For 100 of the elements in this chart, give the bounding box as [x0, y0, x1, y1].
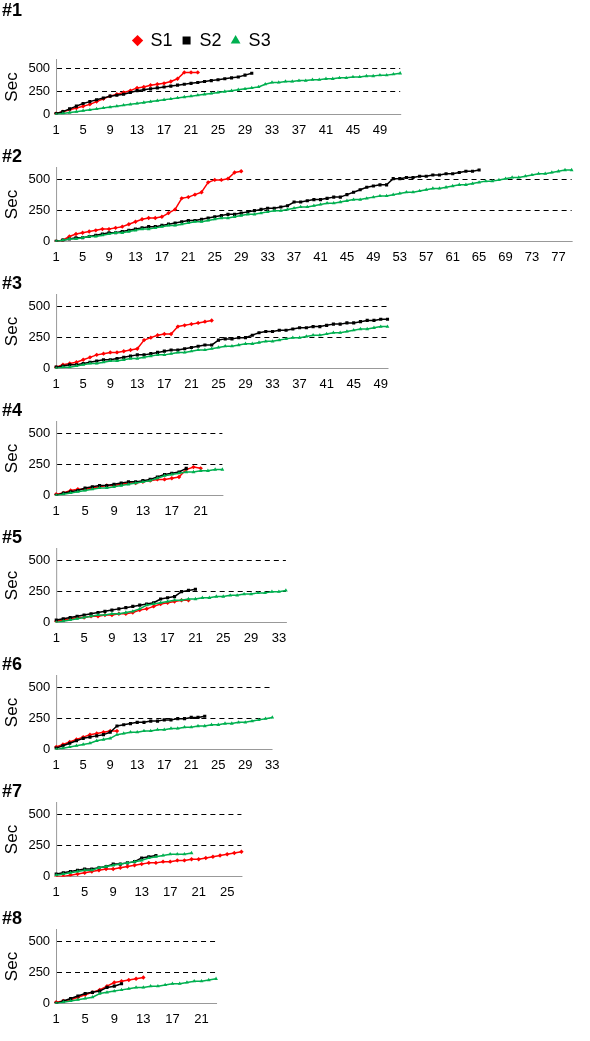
y-axis-title: Sec	[1, 189, 21, 220]
y-tick-label: 0	[42, 359, 51, 375]
chart-title: #4	[2, 399, 23, 420]
x-tick-label: 37	[286, 248, 302, 264]
x-tick-label: 41	[318, 121, 334, 137]
x-tick-label: 13	[129, 121, 145, 137]
y-tick-label: 500	[28, 298, 51, 314]
y-tick-label: 250	[28, 456, 51, 472]
x-tick-label: 17	[164, 502, 180, 518]
x-tick-label: 41	[313, 248, 328, 264]
x-tick-label: 13	[128, 248, 143, 264]
x-tick-label: 57	[419, 248, 434, 264]
x-tick-label: 77	[551, 248, 566, 264]
y-axis-title: Sec	[1, 824, 21, 855]
x-tick-label: 5	[79, 375, 87, 391]
x-tick-label: 1	[52, 756, 60, 772]
legend-label: S2	[199, 29, 222, 50]
y-axis-title: Sec	[1, 570, 21, 601]
x-tick-label: 37	[291, 121, 307, 137]
y-tick-label: 500	[28, 60, 51, 76]
y-tick-label: 250	[28, 964, 51, 980]
x-tick-label: 21	[188, 629, 203, 645]
x-tick-label: 9	[106, 756, 114, 772]
x-tick-label: 13	[130, 375, 145, 391]
x-tick-label: 61	[445, 248, 460, 264]
x-tick-label: 9	[108, 629, 116, 645]
y-axis-title: Sec	[1, 71, 21, 102]
x-tick-label: 49	[366, 248, 381, 264]
y-tick-label: 0	[43, 614, 51, 629]
x-tick-label: 29	[238, 756, 253, 772]
x-tick-label: 9	[110, 502, 118, 518]
y-axis-title: Sec	[1, 443, 21, 474]
x-tick-label: 5	[79, 121, 87, 137]
y-tick-label: 250	[28, 710, 51, 726]
x-tick-label: 33	[265, 756, 280, 772]
chart-title: #3	[2, 272, 23, 293]
x-tick-label: 25	[216, 629, 231, 645]
x-tick-label: 5	[80, 629, 88, 645]
x-tick-label: 25	[219, 883, 235, 899]
x-tick-label: 29	[233, 248, 249, 264]
x-tick-label: 13	[134, 883, 149, 899]
chart-title: #1	[2, 0, 23, 20]
x-tick-label: 13	[135, 502, 151, 518]
x-tick-label: 53	[392, 248, 408, 264]
x-tick-label: 17	[160, 629, 175, 645]
y-tick-label: 0	[42, 740, 51, 756]
x-tick-label: 13	[132, 629, 147, 645]
x-tick-label: 5	[81, 502, 89, 518]
y-tick-label: 250	[28, 583, 51, 599]
x-tick-label: 21	[181, 248, 196, 264]
x-tick-label: 25	[211, 375, 226, 391]
chart-title: #8	[2, 907, 23, 928]
x-tick-label: 1	[52, 883, 60, 899]
x-tick-label: 9	[109, 883, 117, 899]
x-tick-label: 17	[165, 1010, 180, 1026]
y-tick-label: 500	[28, 425, 51, 441]
x-tick-label: 9	[105, 248, 113, 264]
x-tick-label: 33	[260, 248, 275, 264]
x-tick-label: 9	[106, 121, 114, 137]
y-tick-label: 0	[42, 105, 51, 121]
x-tick-label: 21	[191, 883, 206, 899]
x-tick-label: 21	[183, 121, 199, 137]
x-tick-label: 33	[271, 629, 287, 645]
x-tick-label: 41	[319, 375, 334, 391]
x-tick-label: 21	[194, 1010, 209, 1026]
x-tick-label: 17	[157, 375, 172, 391]
y-axis-title: Sec	[1, 951, 21, 982]
x-tick-label: 45	[345, 121, 361, 137]
x-tick-label: 49	[373, 375, 388, 391]
x-tick-label: 25	[210, 121, 226, 137]
x-tick-label: 5	[78, 248, 87, 264]
y-tick-label: 500	[28, 933, 51, 949]
x-tick-label: 1	[52, 375, 60, 391]
x-tick-label: 45	[339, 248, 355, 264]
y-axis-title: Sec	[1, 316, 21, 347]
x-tick-label: 17	[154, 248, 170, 264]
y-axis-title: Sec	[1, 697, 21, 728]
y-tick-label: 500	[28, 806, 51, 822]
x-tick-label: 5	[81, 1010, 89, 1026]
x-tick-label: 25	[211, 756, 226, 772]
y-tick-label: 250	[28, 329, 51, 345]
x-tick-label: 13	[136, 1010, 151, 1026]
x-tick-label: 21	[184, 756, 199, 772]
x-tick-label: 5	[81, 883, 89, 899]
x-tick-label: 49	[372, 121, 388, 137]
y-tick-label: 500	[28, 171, 51, 187]
x-tick-label: 33	[265, 375, 280, 391]
x-tick-label: 1	[52, 629, 60, 645]
x-tick-label: 21	[193, 502, 208, 518]
legend-label: S1	[150, 29, 173, 50]
x-tick-label: 1	[52, 502, 60, 518]
x-tick-label: 1	[52, 121, 60, 137]
x-tick-label: 17	[162, 883, 178, 899]
chart-title: #7	[2, 780, 23, 801]
x-tick-label: 65	[471, 248, 487, 264]
x-tick-label: 13	[129, 756, 145, 772]
x-tick-label: 17	[156, 121, 172, 137]
x-tick-label: 29	[238, 375, 253, 391]
x-tick-label: 1	[52, 248, 60, 264]
chart-title: #6	[2, 653, 23, 674]
